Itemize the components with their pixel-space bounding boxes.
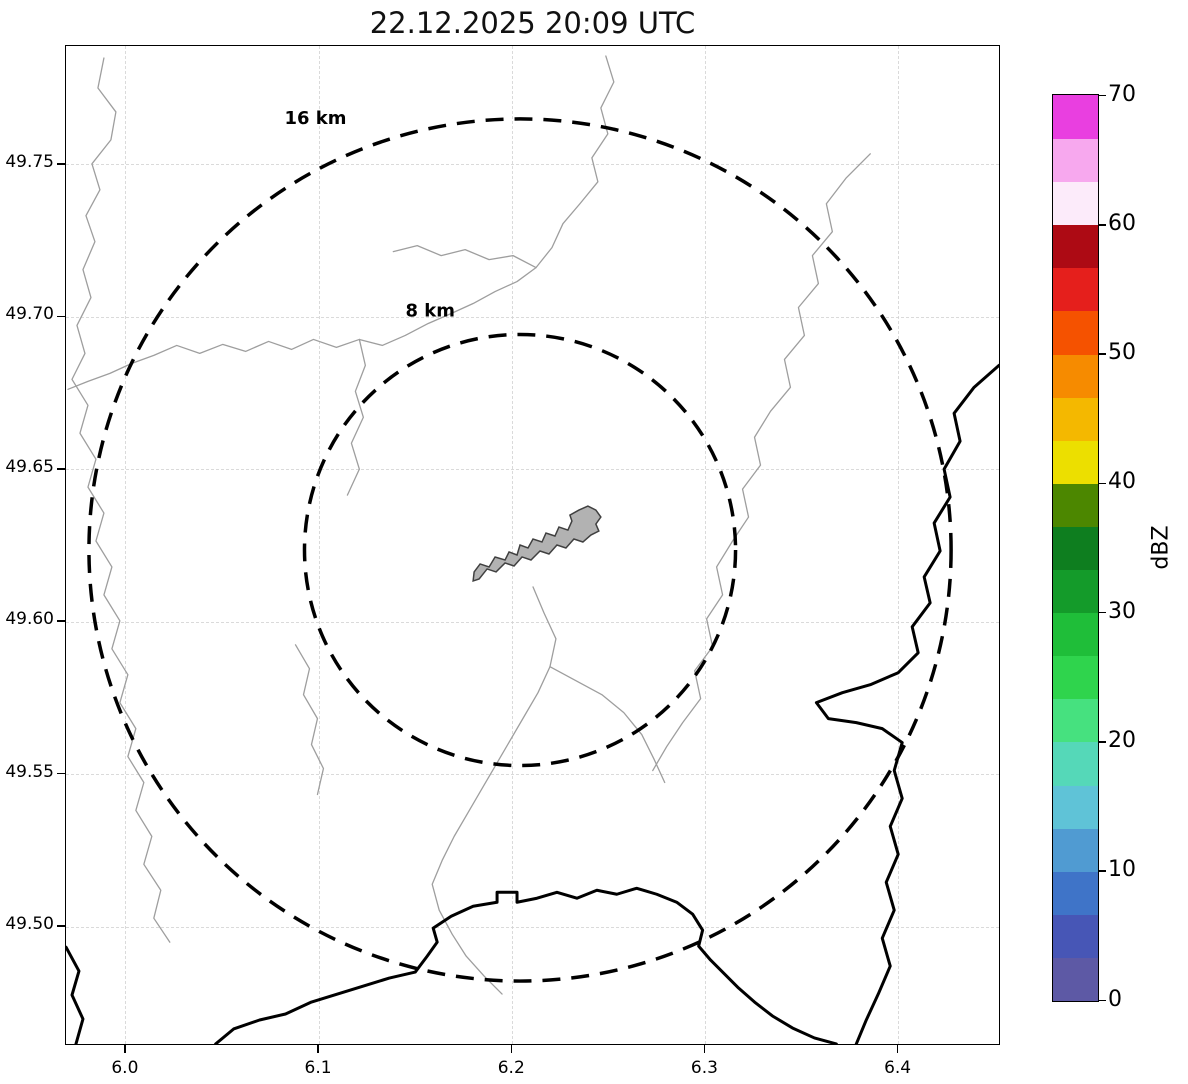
colorbar-swatch (1053, 871, 1098, 915)
x-tick-mark (317, 1045, 319, 1053)
x-tick-label: 6.2 (497, 1058, 525, 1078)
colorbar-swatch (1053, 827, 1098, 872)
country-border-south (214, 886, 838, 1044)
x-tick-mark (124, 1045, 126, 1053)
map-svg: 8 km 16 km (66, 55, 999, 1044)
figure-title: 22.12.2025 20:09 UTC (369, 6, 696, 40)
colorbar-swatch (1053, 440, 1098, 484)
gridline-horizontal (66, 621, 999, 623)
river-line (431, 586, 557, 995)
y-tick-label: 49.55 (5, 761, 54, 782)
colorbar-swatch (1053, 569, 1098, 614)
country-border-southwest (66, 945, 85, 1044)
colorbar-tick-mark (1099, 870, 1106, 872)
colorbar-swatch (1053, 698, 1098, 743)
map-plot: 8 km 16 km (65, 45, 1000, 1045)
range-ring-16km-label: 16 km (285, 108, 347, 129)
gridline-vertical (318, 46, 320, 1044)
colorbar-tick-label: 50 (1108, 340, 1136, 366)
colorbar-swatch (1053, 224, 1098, 269)
river-line (67, 55, 615, 390)
river-line (549, 666, 666, 784)
range-ring-8km-label: 8 km (406, 300, 455, 321)
colorbar-tick-mark (1099, 741, 1106, 743)
y-tick-label: 49.75 (5, 151, 54, 172)
colorbar-swatch (1053, 310, 1098, 355)
x-tick-mark (510, 1045, 512, 1053)
x-tick-label: 6.4 (884, 1058, 912, 1078)
colorbar-tick-mark (1099, 353, 1106, 355)
x-tick-label: 6.3 (690, 1058, 718, 1078)
colorbar-swatch (1053, 784, 1098, 829)
colorbar-label-wrap: dBZ (1138, 467, 1184, 627)
y-tick-mark (57, 772, 65, 775)
y-tick-label: 49.60 (5, 609, 54, 630)
colorbar-swatch (1053, 95, 1098, 140)
river-line (652, 153, 871, 772)
y-tick-label: 49.50 (5, 914, 54, 935)
colorbar-tick-label: 10 (1108, 857, 1136, 883)
gridline-vertical (125, 46, 127, 1044)
colorbar-tick-label: 30 (1108, 598, 1136, 624)
city-boundary-polygon (472, 505, 602, 583)
colorbar-swatch (1053, 353, 1098, 398)
rivers (67, 55, 871, 995)
colorbar-tick-mark (1099, 94, 1106, 97)
x-tick-label: 6.1 (304, 1058, 332, 1078)
y-tick-label: 49.65 (5, 456, 54, 477)
colorbar-tick-label: 60 (1108, 210, 1136, 236)
x-tick-mark (896, 1045, 899, 1053)
colorbar (1052, 94, 1099, 1002)
y-tick-mark (57, 620, 65, 622)
gridline-vertical (704, 46, 706, 1044)
colorbar-label: dBZ (1148, 524, 1174, 570)
colorbar-swatch (1053, 526, 1098, 571)
country-borders (66, 363, 999, 1044)
colorbar-swatch (1053, 181, 1098, 226)
colorbar-swatch (1053, 483, 1098, 527)
x-tick-mark (703, 1045, 706, 1053)
river-line (346, 338, 367, 496)
river-line (294, 644, 325, 796)
y-tick-label: 49.70 (5, 304, 54, 325)
y-tick-mark (57, 315, 65, 318)
range-ring-16km (87, 117, 953, 983)
colorbar-tick-mark (1099, 999, 1106, 1002)
colorbar-tick-label: 70 (1108, 81, 1136, 107)
colorbar-swatch (1053, 138, 1098, 183)
country-border-east (814, 363, 999, 1044)
range-ring-8km (302, 332, 738, 768)
colorbar-swatch (1053, 267, 1098, 312)
gridline-vertical (511, 46, 513, 1044)
gridline-horizontal (66, 469, 999, 471)
colorbar-tick-mark (1099, 611, 1106, 614)
gridline-vertical (898, 46, 900, 1044)
colorbar-swatch (1053, 914, 1098, 958)
colorbar-swatch (1053, 741, 1098, 786)
gridline-horizontal (66, 774, 999, 776)
colorbar-swatch (1053, 655, 1098, 700)
colorbar-tick-label: 20 (1108, 727, 1136, 753)
y-tick-mark (57, 925, 65, 927)
river-line (392, 244, 537, 269)
river-line (71, 57, 171, 943)
gridline-horizontal (66, 164, 999, 166)
x-tick-label: 6.0 (111, 1058, 139, 1078)
gridline-horizontal (66, 926, 999, 928)
colorbar-tick-mark (1099, 482, 1106, 485)
y-tick-mark (57, 163, 65, 165)
colorbar-swatch (1053, 612, 1098, 657)
colorbar-tick-label: 0 (1108, 986, 1122, 1012)
colorbar-tick-mark (1099, 224, 1106, 226)
y-tick-mark (57, 468, 65, 470)
colorbar-swatch (1053, 396, 1098, 441)
colorbar-tick-label: 40 (1108, 469, 1136, 495)
gridline-horizontal (66, 316, 999, 318)
colorbar-swatch (1053, 957, 1098, 1001)
